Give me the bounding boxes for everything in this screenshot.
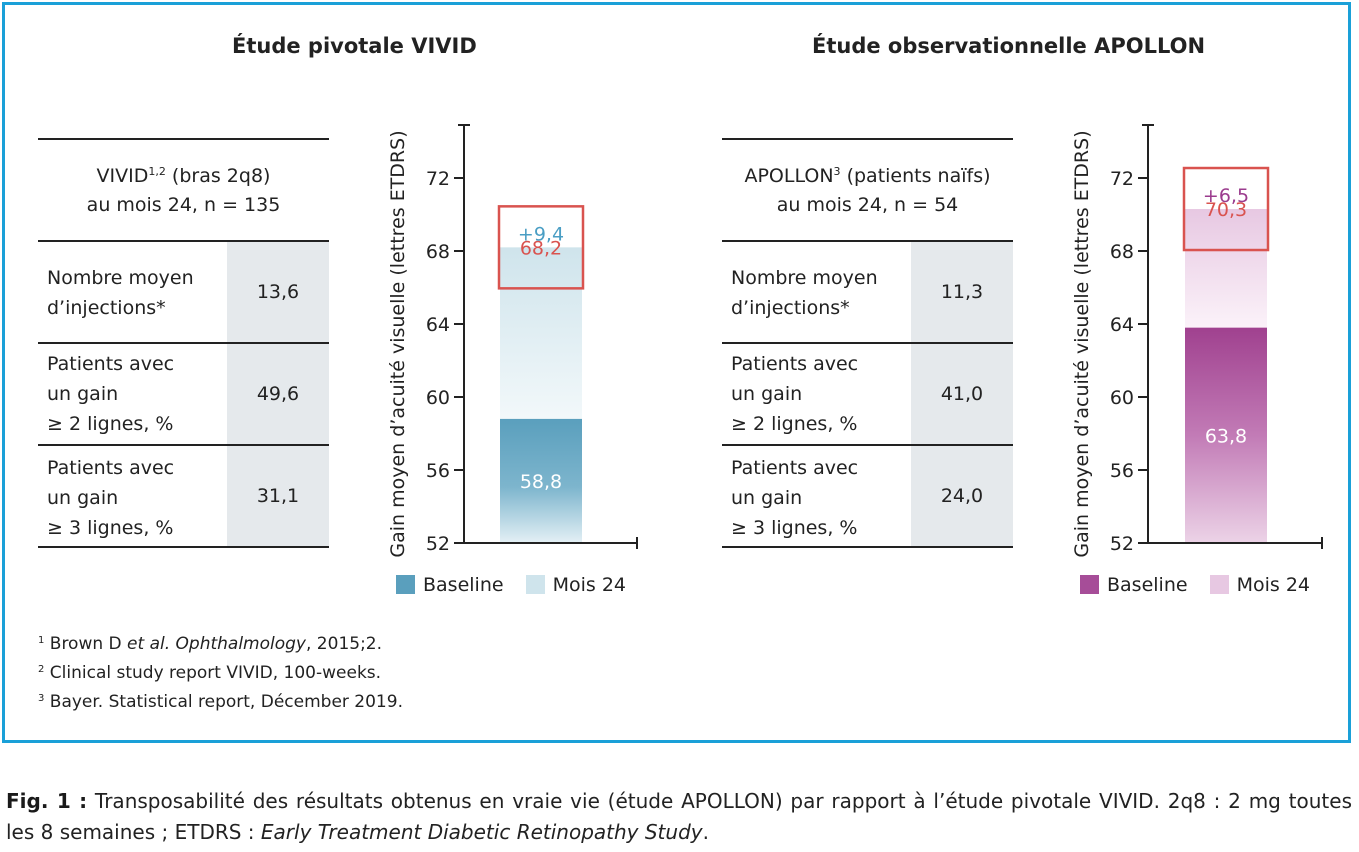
figure-frame: [2, 2, 1351, 743]
value-column-shade: [911, 241, 1013, 547]
table-header-study: VIVID: [96, 165, 149, 187]
row-label-injections: Nombre moyen d’injections*: [731, 267, 878, 319]
reference-3: 3 Bayer. Statistical report, Décember 20…: [38, 688, 403, 717]
table-header-sup: 3: [833, 165, 841, 178]
gain-value-label: +9,4: [518, 223, 564, 245]
table-rule: [38, 138, 329, 140]
gain-value-label: +6,5: [1203, 185, 1249, 207]
table-header: APOLLON3 (patients naïfs) au mois 24, n …: [722, 162, 1013, 220]
legend-swatch-month24: [525, 575, 545, 594]
reference-1: 1 Brown D et al. Ophthalmology, 2015;2.: [38, 630, 403, 659]
reference-number: 3: [38, 693, 45, 704]
caption-text: Transposabilité des résultats obtenus en…: [6, 789, 1352, 844]
reference-italic: et al. Ophthalmology: [127, 634, 306, 654]
month24-value-label: 68,2: [520, 237, 562, 259]
reference-2: 2 Clinical study report VIVID, 100-weeks…: [38, 659, 403, 688]
baseline-value-label: 63,8: [1205, 425, 1247, 447]
y-tick-label: 68: [426, 241, 450, 263]
value-column-shade: [227, 241, 329, 547]
row-value-injections: 13,6: [256, 281, 300, 303]
baseline-bar: [1185, 327, 1267, 543]
table-header-sup: 1,2: [148, 165, 166, 178]
row-label-injections: Nombre moyen d’injections*: [47, 267, 194, 319]
y-tick-label: 56: [426, 460, 450, 482]
table-rule: [38, 342, 329, 344]
row-value-gain-3-lines: 24,0: [940, 485, 984, 507]
y-tick-label: 52: [1110, 533, 1134, 555]
legend-item-baseline: Baseline: [396, 574, 504, 596]
references: 1 Brown D et al. Ophthalmology, 2015;2. …: [38, 630, 403, 717]
table-header-subtitle: au mois 24, n = 54: [776, 194, 959, 216]
table-rule: [722, 546, 1013, 548]
baseline-bar: [500, 418, 582, 543]
legend-item-month24: Mois 24: [1209, 574, 1311, 596]
reference-text: Clinical study report VIVID, 100-weeks.: [44, 663, 382, 683]
row-value-gain-3-lines: 31,1: [256, 485, 300, 507]
y-tick-label: 64: [426, 314, 450, 336]
y-tick-label: 72: [1110, 168, 1134, 190]
row-value-gain-2-lines: 49,6: [256, 383, 300, 405]
reference-text: Bayer. Statistical report, Décember 2019…: [44, 692, 403, 712]
y-tick-label: 56: [1110, 460, 1134, 482]
row-value-gain-2-lines: 41,0: [940, 383, 984, 405]
row-value-injections: 11,3: [940, 281, 984, 303]
caption-italic: Early Treatment Diabetic Retinopathy Stu…: [260, 820, 703, 844]
vivid-legend: Baseline Mois 24: [396, 574, 642, 596]
y-tick-label: 68: [1110, 241, 1134, 263]
caption-label: Fig. 1 :: [6, 789, 88, 813]
apollon-chart: 52 56 60 64 68 72 Gain moyen d’acuité visuelle…: [1071, 124, 1323, 558]
y-axis-title: Gain moyen d’acuité visuelle (lettres ET…: [387, 130, 409, 557]
table-rule: [722, 138, 1013, 140]
vivid-chart: 52 56 60 64 68 72 Gain moyen d’acuité visuelle…: [387, 124, 638, 558]
figure-caption: Fig. 1 : Transposabilité des résultats o…: [6, 786, 1352, 848]
legend-label-baseline: Baseline: [423, 574, 504, 596]
legend-label-month24: Mois 24: [552, 574, 627, 596]
apollon-legend: Baseline Mois 24: [1080, 574, 1326, 596]
y-tick-label: 52: [426, 533, 450, 555]
legend-label-month24: Mois 24: [1236, 574, 1311, 596]
y-tick-label: 60: [426, 387, 450, 409]
table-header-arm: (patients naïfs): [840, 165, 991, 187]
month24-highlight-box: [497, 205, 585, 290]
legend-item-month24: Mois 24: [525, 574, 627, 596]
table-rule: [38, 240, 329, 242]
reference-text-end: , 2015;2.: [306, 634, 383, 654]
month24-bar: [500, 247, 582, 419]
month24-value-label: 70,3: [1205, 199, 1247, 221]
legend-item-baseline: Baseline: [1080, 574, 1188, 596]
legend-swatch-baseline: [1080, 575, 1099, 594]
reference-text: Brown D: [44, 634, 128, 654]
y-tick-label: 60: [1110, 387, 1134, 409]
y-tick-label: 64: [1110, 314, 1134, 336]
table-header-arm: (bras 2q8): [165, 165, 271, 187]
legend-swatch-baseline: [396, 575, 415, 594]
row-label-gain-2-lines: Patients avec un gain ≥ 2 lignes, %: [47, 353, 175, 435]
table-header: VIVID1,2 (bras 2q8) au mois 24, n = 135: [38, 162, 329, 220]
table-rule: [722, 342, 1013, 344]
table-header-study: APOLLON: [744, 165, 834, 187]
reference-number: 2: [38, 664, 45, 675]
table-rule: [38, 444, 329, 446]
row-label-gain-3-lines: Patients avec un gain ≥ 3 lignes, %: [731, 457, 859, 539]
month24-bar: [1185, 209, 1267, 328]
month24-highlight-box: [1182, 166, 1270, 252]
baseline-value-label: 58,8: [520, 471, 562, 493]
panel-title-vivid: Étude pivotale VIVID: [232, 34, 477, 58]
legend-label-baseline: Baseline: [1107, 574, 1188, 596]
row-label-gain-3-lines: Patients avec un gain ≥ 3 lignes, %: [47, 457, 175, 539]
row-label-gain-2-lines: Patients avec un gain ≥ 2 lignes, %: [731, 353, 859, 435]
table-rule: [722, 444, 1013, 446]
reference-number: 1: [38, 635, 45, 646]
y-axis-title: Gain moyen d’acuité visuelle (lettres ET…: [1071, 130, 1093, 557]
table-rule: [38, 546, 329, 548]
table-header-subtitle: au mois 24, n = 135: [86, 194, 281, 216]
legend-swatch-month24: [1209, 575, 1229, 594]
table-rule: [722, 240, 1013, 242]
panel-title-apollon: Étude observationnelle APOLLON: [812, 34, 1206, 58]
y-tick-label: 72: [426, 168, 450, 190]
caption-end: .: [702, 820, 709, 844]
